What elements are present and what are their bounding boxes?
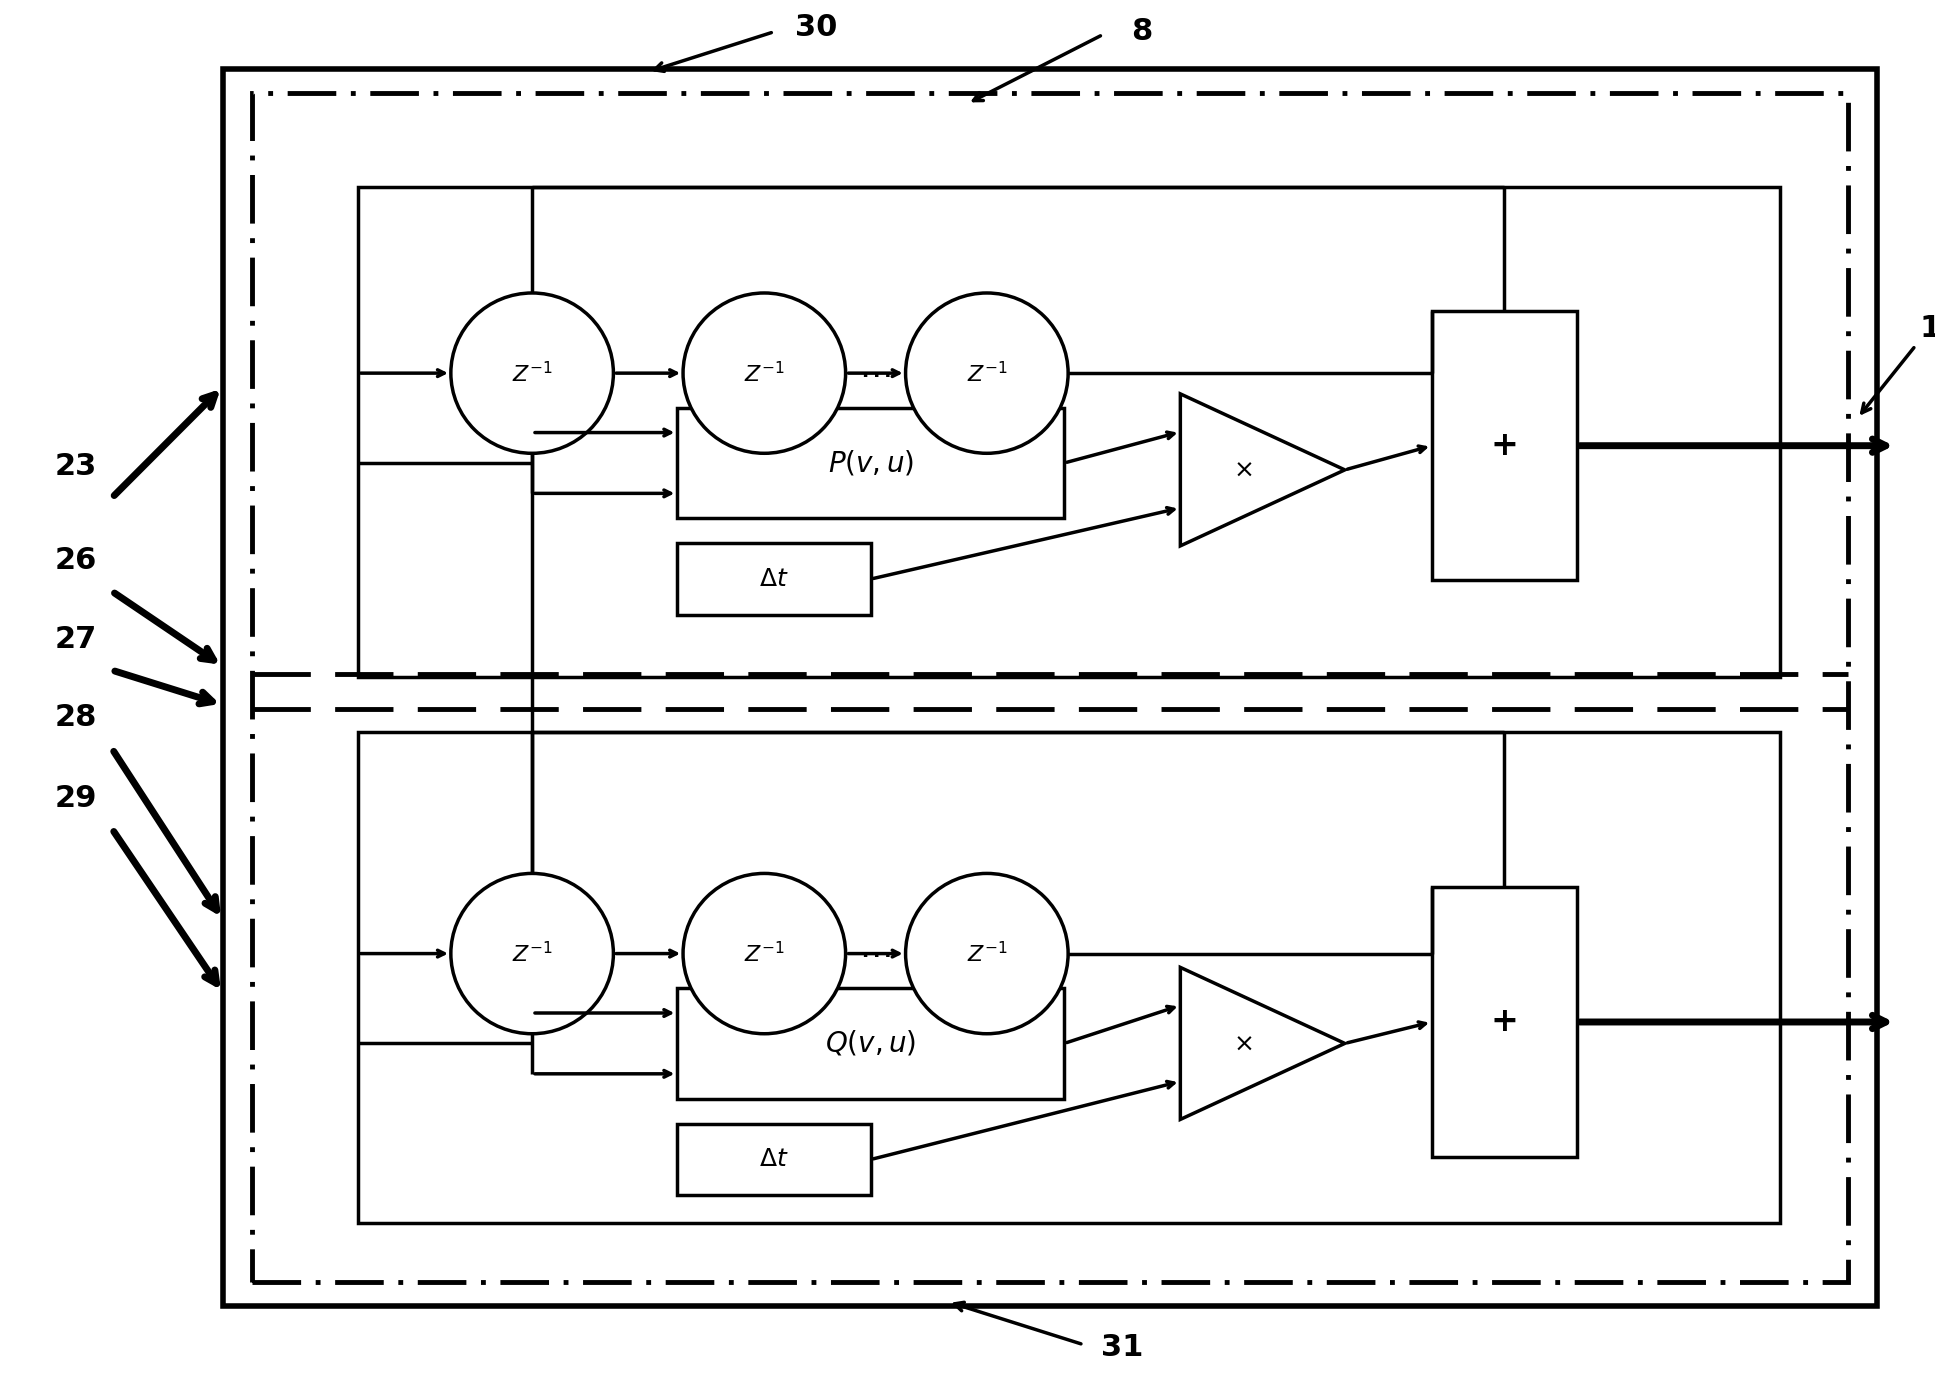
Text: $\Delta t$: $\Delta t$ xyxy=(759,1147,789,1172)
Polygon shape xyxy=(1180,394,1345,546)
Ellipse shape xyxy=(906,293,1068,453)
Text: 27: 27 xyxy=(54,625,97,654)
Text: $\cdots$: $\cdots$ xyxy=(859,937,890,970)
Ellipse shape xyxy=(451,293,613,453)
Text: $Q(v, u)$: $Q(v, u)$ xyxy=(824,1030,917,1057)
Bar xyxy=(677,408,1064,518)
Text: +: + xyxy=(1490,1006,1519,1038)
Text: $Z^{-1}$: $Z^{-1}$ xyxy=(966,361,1008,386)
Bar xyxy=(358,187,1780,677)
Bar xyxy=(1432,887,1577,1157)
Text: 31: 31 xyxy=(1101,1334,1144,1361)
Ellipse shape xyxy=(683,293,846,453)
Text: $\cdots$: $\cdots$ xyxy=(859,357,890,390)
Ellipse shape xyxy=(451,873,613,1034)
Bar xyxy=(677,1124,871,1195)
Text: 16: 16 xyxy=(1920,315,1935,343)
Text: $Z^{-1}$: $Z^{-1}$ xyxy=(966,941,1008,966)
Text: $Z^{-1}$: $Z^{-1}$ xyxy=(511,941,553,966)
Text: $Z^{-1}$: $Z^{-1}$ xyxy=(743,361,786,386)
Text: $P(v, u)$: $P(v, u)$ xyxy=(828,449,913,477)
Ellipse shape xyxy=(683,873,846,1034)
Text: $Z^{-1}$: $Z^{-1}$ xyxy=(743,941,786,966)
Text: $\times$: $\times$ xyxy=(1233,457,1254,482)
Text: +: + xyxy=(1490,430,1519,462)
Text: 28: 28 xyxy=(54,703,97,732)
Bar xyxy=(677,543,871,615)
Polygon shape xyxy=(1180,967,1345,1119)
Bar xyxy=(252,93,1848,1282)
Bar xyxy=(677,988,1064,1099)
Bar xyxy=(223,69,1877,1306)
Text: 26: 26 xyxy=(54,546,97,575)
Ellipse shape xyxy=(906,873,1068,1034)
Text: $\times$: $\times$ xyxy=(1233,1031,1254,1056)
Text: 30: 30 xyxy=(795,14,838,41)
Bar xyxy=(358,732,1780,1223)
Text: 29: 29 xyxy=(54,784,97,813)
Text: $\Delta t$: $\Delta t$ xyxy=(759,567,789,591)
Bar xyxy=(1432,311,1577,580)
Text: 23: 23 xyxy=(54,452,97,481)
Text: 8: 8 xyxy=(1132,18,1151,46)
Text: $Z^{-1}$: $Z^{-1}$ xyxy=(511,361,553,386)
